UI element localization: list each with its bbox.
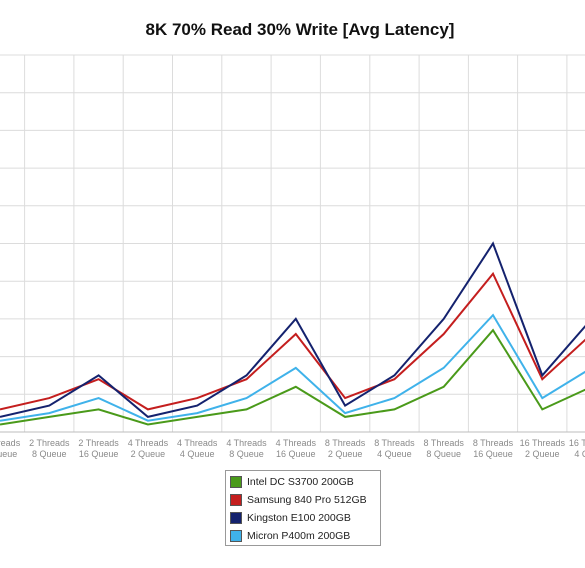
legend-swatch (230, 494, 242, 506)
x-tick-label: 4 Threads 4 Queue (177, 438, 218, 459)
chart-title: 8K 70% Read 30% Write [Avg Latency] (145, 20, 455, 39)
series-layer (0, 241, 585, 426)
x-tick-label: 8 Threads 4 Queue (374, 438, 415, 459)
legend-item: Micron P400m 200GB (230, 527, 380, 545)
legend: Intel DC S3700 200GB Samsung 840 Pro 512G… (225, 470, 381, 546)
x-tick-label: 2 Threads 16 Queue (78, 438, 119, 459)
x-tick-label: 4 Threads 16 Queue (276, 438, 317, 459)
legend-swatch (230, 476, 242, 488)
legend-item: Kingston E100 200GB (230, 509, 380, 527)
legend-label: Intel DC S3700 200GB (247, 476, 354, 488)
legend-item: Samsung 840 Pro 512GB (230, 491, 380, 509)
x-tick-label: 2 Threads 8 Queue (29, 438, 70, 459)
x-tick-label: 8 Threads 2 Queue (325, 438, 366, 459)
legend-label: Micron P400m 200GB (247, 530, 351, 542)
legend-label: Samsung 840 Pro 512GB (247, 494, 367, 506)
series-line-2 (0, 241, 585, 418)
x-tick-label: 16 Threads 2 Queue (520, 438, 566, 459)
legend-swatch (230, 530, 242, 542)
x-tick-label: 4 Threads 2 Queue (128, 438, 169, 459)
legend-swatch (230, 512, 242, 524)
legend-label: Kingston E100 200GB (247, 512, 351, 524)
legend-item: Intel DC S3700 200GB (230, 473, 380, 491)
series-line-1 (0, 271, 585, 411)
x-tick-label: 8 Threads 8 Queue (424, 438, 465, 459)
grid-layer (0, 54, 585, 433)
x-tick-label: 4 Threads 8 Queue (226, 438, 267, 459)
series-line-0 (0, 328, 585, 426)
series-line-3 (0, 313, 585, 422)
x-tick-label: 8 Threads 16 Queue (473, 438, 514, 459)
